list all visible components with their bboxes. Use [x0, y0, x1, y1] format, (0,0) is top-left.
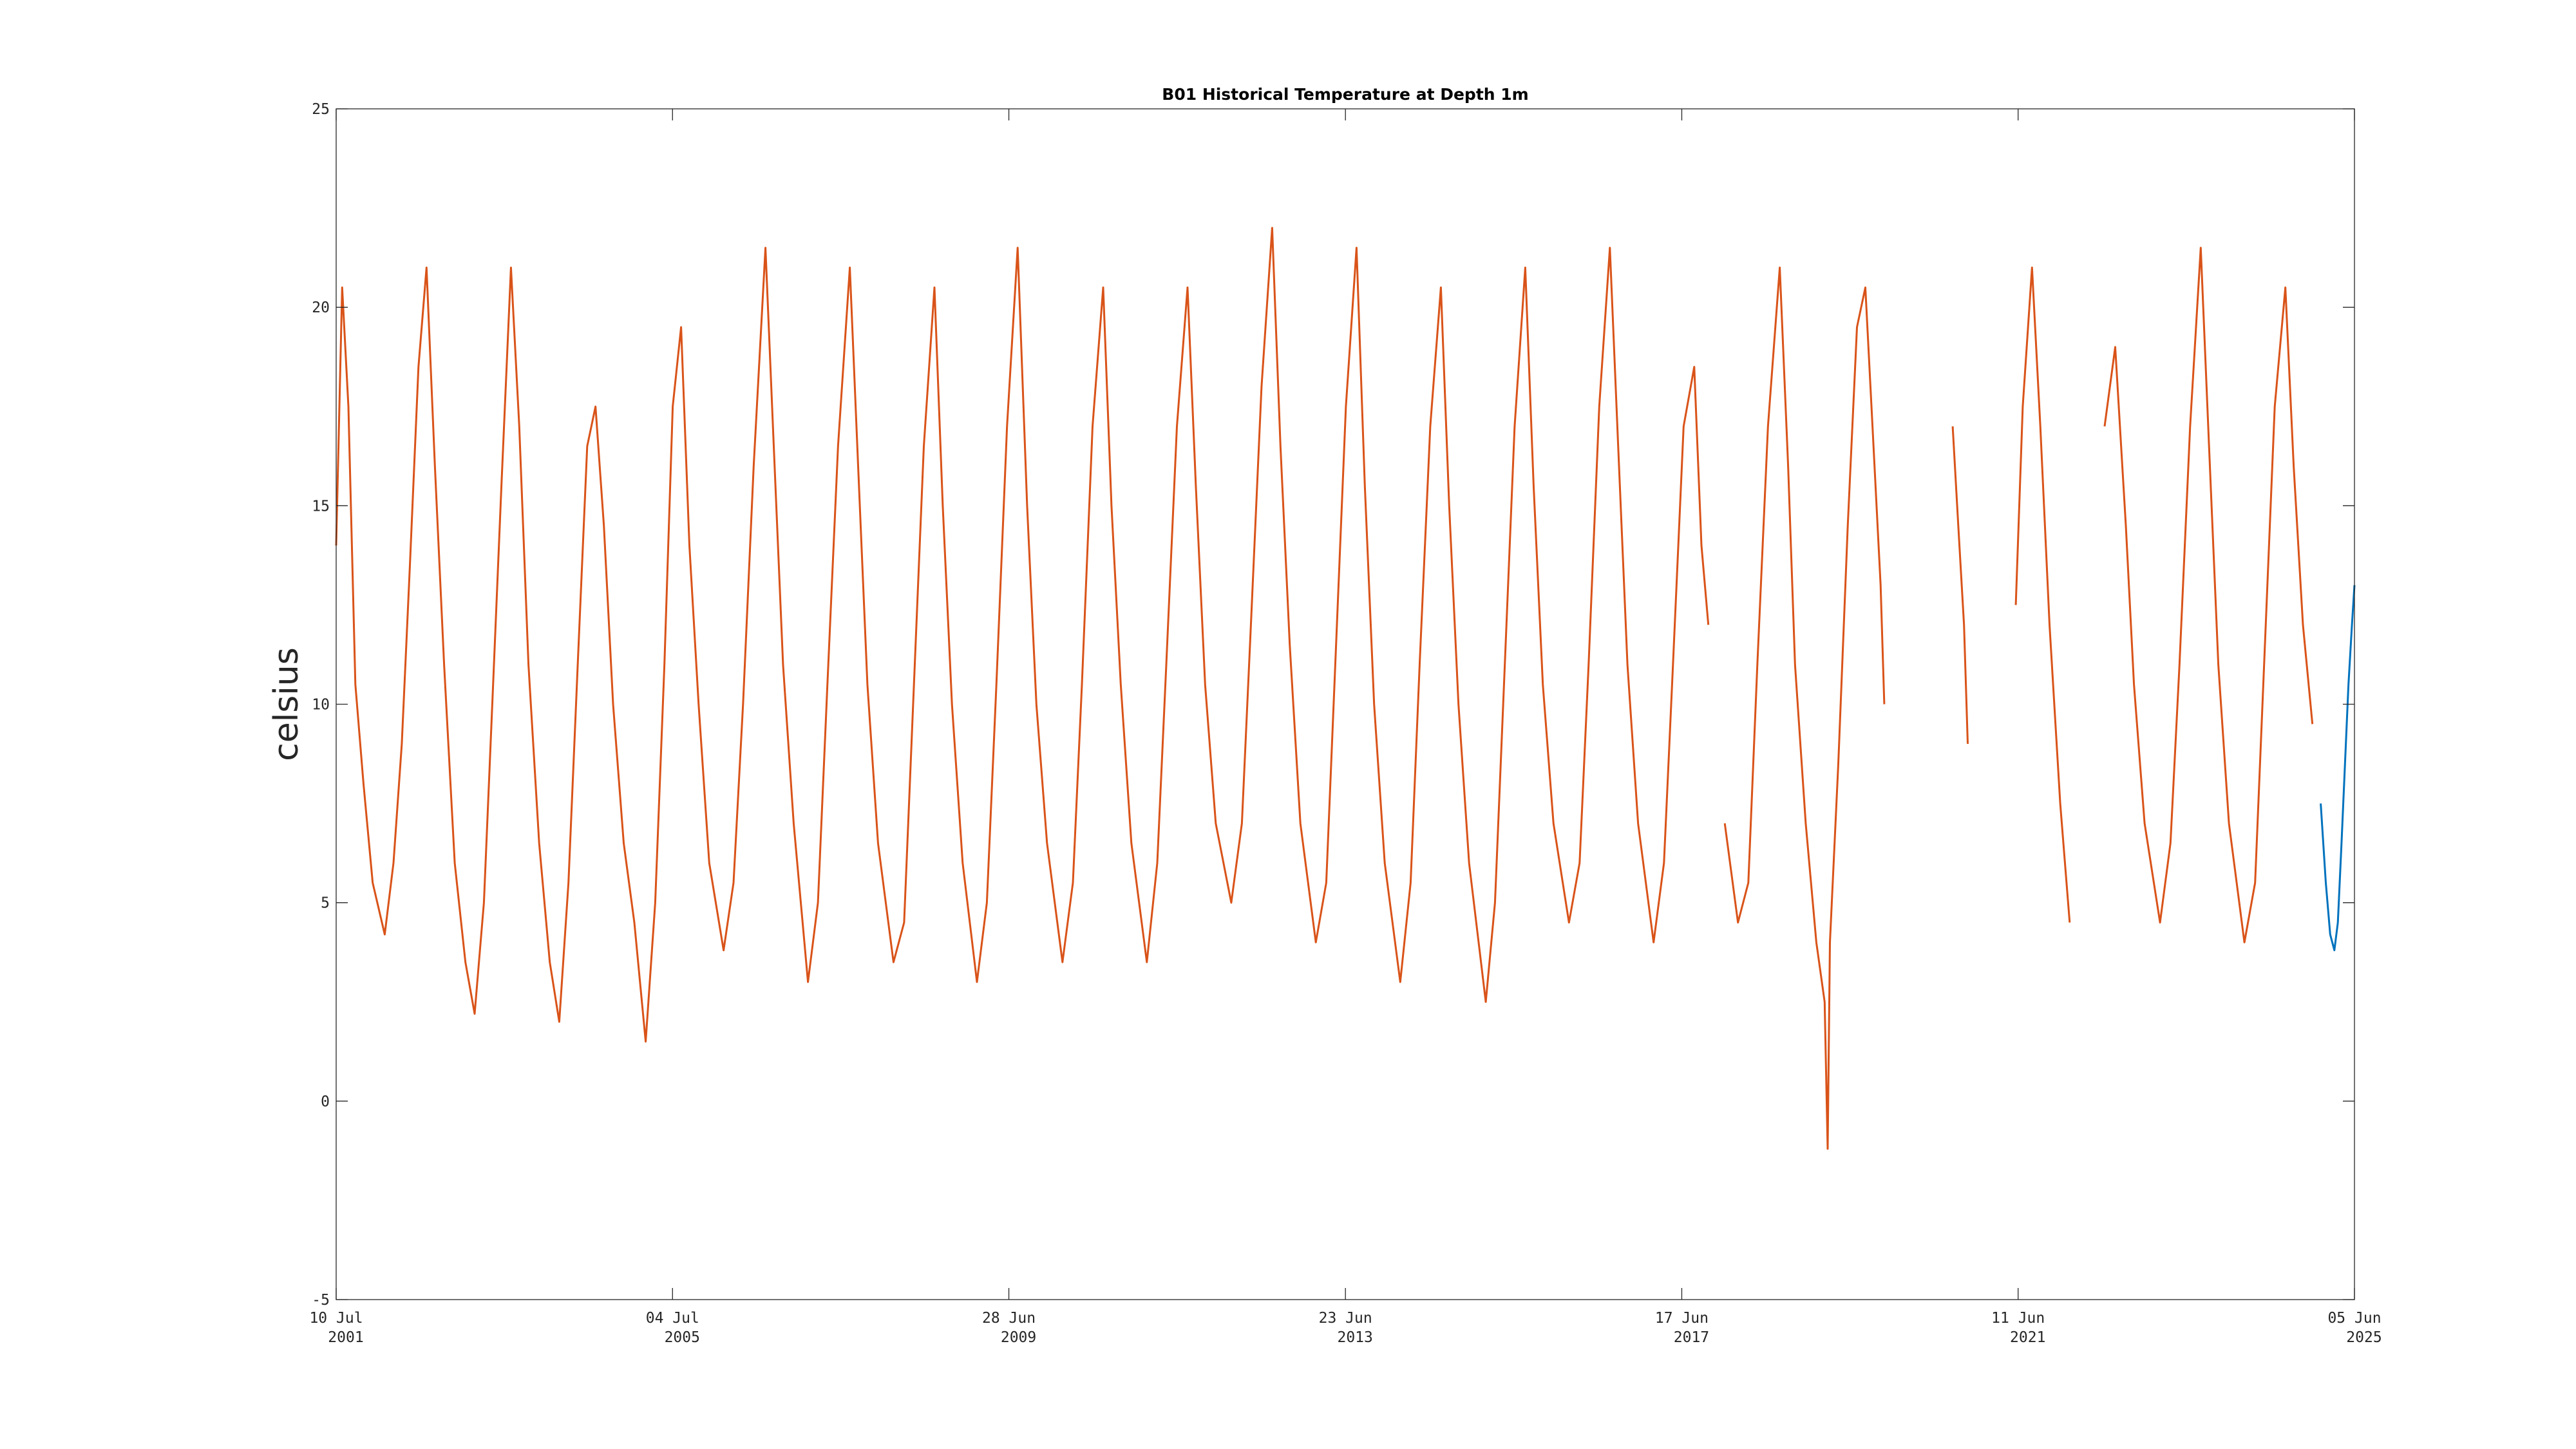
y-tick-label: 15: [312, 498, 330, 515]
y-tick-label: 5: [321, 895, 330, 912]
x-tick-label-year: 2025: [2346, 1329, 2382, 1346]
y-tick-label: 10: [312, 697, 330, 714]
x-tick-label-year: 2021: [2010, 1329, 2045, 1346]
x-tick-label-day: 10 Jul: [309, 1310, 363, 1327]
series-line-segment: [2103, 247, 2314, 943]
chart-title: B01 Historical Temperature at Depth 1m: [1162, 85, 1528, 104]
series-line-segment: [335, 227, 1710, 1043]
x-tick-label-day: 04 Jul: [646, 1310, 699, 1327]
y-tick-label: 0: [321, 1094, 330, 1110]
x-tick-label-year: 2009: [1001, 1329, 1036, 1346]
series-line-segment: [2014, 267, 2071, 923]
x-tick-label-year: 2017: [1674, 1329, 1709, 1346]
x-tick-label-year: 2001: [328, 1329, 363, 1346]
y-tick-label: 25: [312, 101, 330, 118]
series-1: [2320, 585, 2356, 952]
x-tick-label-day: 28 Jun: [982, 1310, 1036, 1327]
series-line-segment: [2320, 585, 2356, 952]
x-tick-label-day: 11 Jun: [1991, 1310, 2045, 1327]
y-tick-label: 20: [312, 299, 330, 316]
y-axis-label: celsius: [267, 647, 306, 761]
data-layer: [335, 227, 2356, 1150]
series-0: [335, 227, 2314, 1150]
x-tick-label-day: 17 Jun: [1655, 1310, 1709, 1327]
series-line-segment: [1951, 426, 1969, 744]
series-line-segment: [1723, 267, 1886, 1150]
x-tick-label-year: 2005: [665, 1329, 700, 1346]
y-tick-label: -5: [312, 1292, 330, 1309]
x-tick-label-day: 05 Jun: [2327, 1310, 2381, 1327]
x-tick-label-day: 23 Jun: [1319, 1310, 1372, 1327]
x-tick-label-year: 2013: [1337, 1329, 1372, 1346]
